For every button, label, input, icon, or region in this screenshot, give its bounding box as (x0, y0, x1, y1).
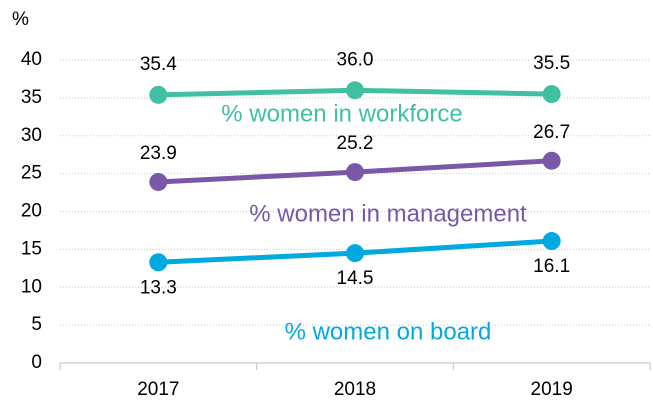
y-tick-label: 5 (31, 314, 42, 335)
data-point (542, 85, 561, 104)
x-tick-label: 2017 (137, 379, 179, 400)
y-tick-label: 10 (21, 276, 42, 297)
series-name: % women in workforce (221, 100, 462, 127)
data-point (149, 85, 168, 104)
data-label: 23.9 (140, 143, 177, 164)
data-point (346, 163, 364, 182)
series-name: % women on board (285, 318, 492, 345)
y-tick-label: 15 (21, 238, 42, 259)
data-label: 35.4 (140, 54, 177, 75)
data-label: 14.5 (337, 268, 374, 289)
data-label: 16.1 (533, 256, 570, 277)
y-tick-label: 25 (21, 163, 42, 184)
data-point (346, 244, 364, 263)
x-tick-label: 2018 (334, 379, 376, 400)
data-point (542, 232, 561, 251)
y-tick-label: 35 (21, 87, 42, 108)
data-point (149, 172, 168, 191)
y-tick-label: 0 (31, 352, 42, 373)
y-axis-label: % (12, 9, 29, 30)
data-label: 26.7 (533, 122, 570, 143)
data-label: 35.5 (533, 53, 570, 74)
data-label: 13.3 (140, 277, 177, 298)
data-label: 25.2 (337, 133, 374, 154)
y-tick-label: 20 (21, 201, 42, 222)
data-point (149, 253, 168, 272)
x-tick-label: 2019 (531, 379, 573, 400)
series-name: % women in management (249, 200, 527, 227)
y-tick-label: 40 (21, 49, 42, 70)
y-tick-label: 30 (21, 125, 42, 146)
data-label: 36.0 (337, 49, 374, 70)
data-point (346, 81, 364, 100)
data-point (542, 151, 561, 170)
